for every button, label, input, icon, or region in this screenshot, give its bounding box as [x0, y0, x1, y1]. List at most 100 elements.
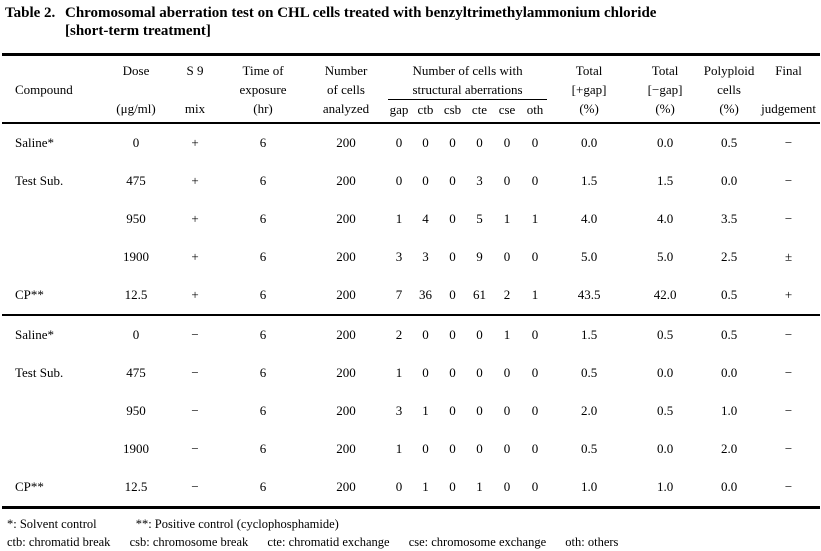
cell-cte: 0	[476, 441, 483, 456]
cell-compound: CP**	[15, 479, 44, 494]
cell-cells-analyzed: 200	[336, 211, 356, 226]
footnote-abbr-cse: cse: chromosome exchange	[408, 535, 547, 549]
cell-polyploid: 0.0	[720, 173, 738, 188]
cell-total-plus-gap: 43.5	[577, 287, 601, 302]
subheader-gap: gap	[389, 102, 409, 117]
cell-total-plus-gap: 1.0	[580, 479, 598, 494]
cell-cells-analyzed: 200	[336, 365, 356, 380]
cell-time-of-exposure: 6	[259, 327, 267, 342]
cell-time-of-exposure: 6	[259, 249, 267, 264]
cell-dose: 1900	[123, 249, 149, 264]
cell-compound	[2, 200, 102, 238]
cell-compound	[2, 392, 102, 430]
footnote-abbreviations: ctb: chromatid break csb: chromosome bre…	[7, 533, 821, 551]
header-final-judgement: Final judgement	[757, 54, 821, 124]
cell-polyploid: 0.0	[720, 479, 738, 494]
cell-oth: 0	[531, 327, 539, 342]
cell-ctb: 1	[422, 403, 429, 418]
cell-cte: 3	[476, 173, 483, 188]
cell-total-minus-gap: 0.5	[656, 327, 674, 342]
cell-gap: 7	[395, 287, 403, 302]
table-row: 950 − 6 200 3 1 0 0 0 0 2.0 0.5 1.0 −	[2, 392, 820, 430]
cell-cte: 9	[476, 249, 483, 264]
cell-total-minus-gap: 0.0	[656, 135, 674, 150]
cell-gap: 3	[395, 403, 403, 418]
header-polyploid-cells: Polyploid cells (%)	[701, 54, 758, 124]
header-s9-mix: S 9 mix	[170, 54, 220, 124]
footnote-abbr-cte: cte: chromatid exchange	[267, 535, 390, 549]
cell-judgement: −	[784, 135, 793, 150]
cell-csb: 0	[449, 365, 456, 380]
cell-time-of-exposure: 6	[259, 479, 267, 494]
table-row: Test Sub. 475 + 6 200 0 0 0 3 0 0 1.5 1.…	[2, 162, 820, 200]
table-body-s9-plus: Saline* 0 + 6 200 0 0 0 0 0 0 0.0 0.0 0.…	[2, 123, 821, 315]
table-row: CP** 12.5 − 6 200 0 1 0 1 0 0 1.0 1.0 0.…	[2, 468, 820, 508]
table-title: Table 2. Chromosomal aberration test on …	[0, 0, 821, 40]
header-compound: Compound	[2, 54, 102, 124]
header-time-of-exposure: Time of exposure (hr)	[220, 54, 306, 124]
cell-cells-analyzed: 200	[336, 441, 356, 456]
cell-cte: 0	[476, 365, 483, 380]
table-body-s9-minus: Saline* 0 − 6 200 2 0 0 0 1 0 1.5 0.5 0.…	[2, 315, 820, 508]
cell-polyploid: 1.0	[720, 403, 738, 418]
cell-csb: 0	[449, 249, 456, 264]
cell-dose: 950	[126, 211, 146, 226]
cell-total-minus-gap: 5.0	[656, 249, 674, 264]
cell-ctb: 3	[422, 249, 429, 264]
table-caption-line1: Chromosomal aberration test on CHL cells…	[65, 5, 657, 21]
cell-time-of-exposure: 6	[259, 211, 267, 226]
cell-cse: 2	[503, 287, 511, 302]
cell-total-plus-gap: 4.0	[580, 211, 598, 226]
cell-dose: 0	[132, 135, 140, 150]
cell-dose: 0	[132, 327, 140, 342]
table-row: 1900 − 6 200 1 0 0 0 0 0 0.5 0.0 2.0 −	[2, 430, 820, 468]
cell-gap: 1	[395, 365, 403, 380]
cell-s9-mix: −	[191, 365, 199, 380]
cell-cells-analyzed: 200	[336, 173, 356, 188]
cell-gap: 0	[395, 135, 403, 150]
cell-cse: 0	[503, 441, 511, 456]
cell-ctb: 36	[419, 287, 432, 302]
cell-total-plus-gap: 0.5	[580, 365, 598, 380]
cell-s9-mix: −	[191, 327, 199, 342]
cell-cte: 0	[476, 403, 483, 418]
cell-polyploid: 0.5	[720, 287, 738, 302]
cell-total-plus-gap: 0.5	[580, 441, 598, 456]
cell-oth: 0	[531, 403, 539, 418]
header-cells-analyzed: Number of cells analyzed	[306, 54, 386, 124]
cell-polyploid: 3.5	[720, 211, 738, 226]
structural-aberrations-underline: structural aberrations	[388, 80, 548, 100]
table-row: 1900 + 6 200 3 3 0 9 0 0 5.0 5.0 2.5 ±	[2, 238, 820, 276]
cell-csb: 0	[449, 287, 456, 302]
cell-cells-analyzed: 200	[336, 287, 356, 302]
cell-cse: 1	[503, 211, 511, 226]
aberration-subheaders: gap ctb csb cte cse oth	[386, 100, 549, 119]
subheader-cse: cse	[498, 102, 516, 117]
cell-time-of-exposure: 6	[259, 135, 267, 150]
table-caption-line2: [short-term treatment]	[65, 23, 211, 39]
cell-cells-analyzed: 200	[336, 249, 356, 264]
cell-cse: 0	[503, 365, 511, 380]
cell-csb: 0	[449, 327, 456, 342]
cell-total-plus-gap: 5.0	[580, 249, 598, 264]
cell-compound: Saline*	[15, 135, 54, 150]
cell-judgement: −	[784, 173, 793, 188]
cell-time-of-exposure: 6	[259, 403, 267, 418]
cell-ctb: 1	[422, 479, 429, 494]
cell-total-minus-gap: 1.0	[656, 479, 674, 494]
subheader-csb: csb	[443, 102, 462, 117]
cell-dose: 1900	[123, 441, 149, 456]
table-row: Test Sub. 475 − 6 200 1 0 0 0 0 0 0.5 0.…	[2, 354, 820, 392]
footnote-abbr-csb: csb: chromosome break	[129, 535, 249, 549]
cell-cte: 61	[473, 287, 486, 302]
cell-judgement: +	[784, 287, 793, 302]
cell-s9-mix: −	[191, 479, 199, 494]
footnote-solvent-control: *: Solvent control	[7, 517, 97, 531]
subheader-ctb: ctb	[417, 102, 434, 117]
cell-compound: Test Sub.	[15, 365, 64, 380]
cell-total-minus-gap: 1.5	[656, 173, 674, 188]
cell-time-of-exposure: 6	[259, 365, 267, 380]
table-header: Compound Dose (μg/ml) S 9 mix Time of ex…	[2, 54, 821, 124]
cell-cte: 1	[476, 479, 483, 494]
